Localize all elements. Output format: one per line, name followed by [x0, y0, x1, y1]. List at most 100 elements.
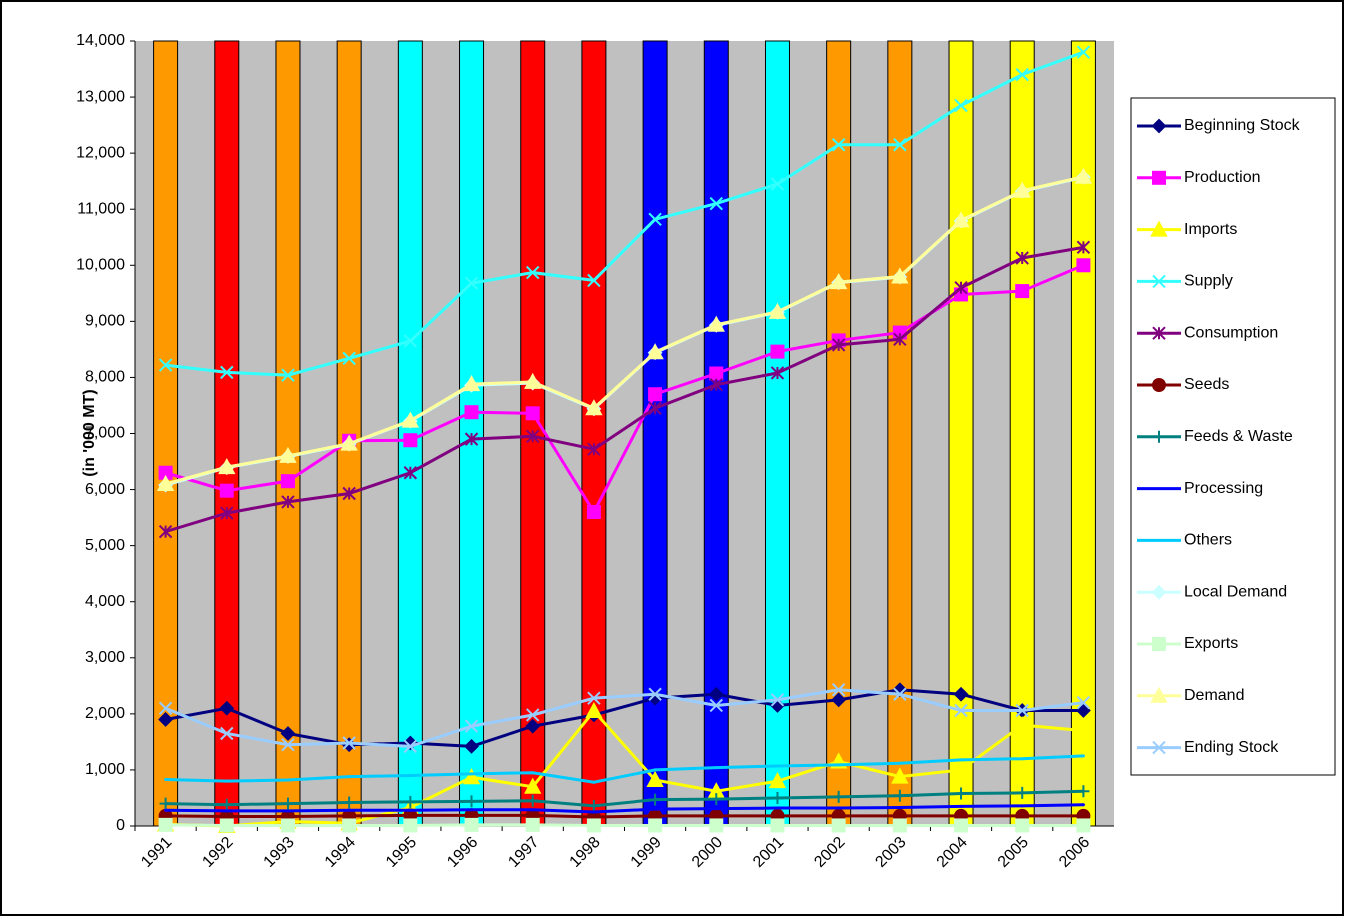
y-tick-label: 11,000	[77, 200, 125, 217]
data-point	[893, 687, 907, 701]
series-line	[165, 789, 1084, 808]
data-point	[952, 211, 970, 228]
data-point	[219, 483, 234, 498]
data-point	[279, 446, 297, 463]
data-point	[1013, 181, 1031, 198]
data-point	[709, 698, 723, 713]
series-line	[165, 688, 1084, 748]
data-point	[709, 818, 724, 833]
data-point	[1015, 818, 1030, 833]
data-point	[952, 760, 970, 777]
y-tick-label: 9,000	[85, 313, 125, 330]
year-band	[642, 40, 668, 827]
data-point	[404, 795, 417, 808]
legend-marker	[1152, 740, 1166, 755]
legend-marker	[1150, 686, 1168, 703]
series-line	[165, 813, 1084, 819]
data-point	[709, 378, 723, 392]
data-point	[401, 411, 420, 428]
data-point	[648, 818, 663, 833]
data-point	[831, 138, 846, 152]
data-point	[158, 701, 173, 715]
data-point	[281, 368, 295, 382]
legend-label: Supply	[1184, 273, 1233, 290]
legend-label: Local Demand	[1184, 583, 1287, 600]
data-point	[954, 281, 968, 295]
series-line	[165, 754, 1084, 784]
data-point	[585, 399, 603, 416]
y-tick-label: 1,000	[85, 761, 125, 778]
data-point	[1015, 703, 1029, 718]
data-point	[343, 796, 356, 809]
data-point	[281, 737, 295, 752]
data-point	[464, 719, 479, 733]
data-point	[709, 196, 723, 211]
data-point	[954, 98, 968, 113]
y-tick-label: 0	[116, 817, 125, 834]
data-point	[218, 458, 236, 475]
data-point	[1013, 715, 1031, 733]
y-tick-label: 10,000	[76, 257, 125, 274]
data-point	[1075, 703, 1091, 718]
data-point	[408, 808, 412, 812]
data-point	[220, 365, 234, 380]
data-point	[1074, 721, 1093, 738]
data-point	[464, 738, 479, 754]
legend-marker	[1152, 170, 1166, 185]
data-point	[464, 276, 479, 290]
data-point	[959, 804, 963, 808]
data-point	[531, 771, 535, 775]
data-point	[281, 495, 295, 509]
data-point	[1015, 251, 1029, 265]
data-point	[831, 338, 846, 352]
data-point	[586, 818, 601, 833]
data-point	[525, 817, 540, 832]
data-point	[770, 344, 785, 359]
data-point	[770, 177, 785, 191]
data-point	[1076, 45, 1091, 59]
data-point	[768, 772, 787, 789]
year-band	[153, 40, 179, 827]
legend-marker	[1152, 378, 1166, 392]
legend-label: Production	[1184, 169, 1261, 186]
data-point	[891, 767, 909, 784]
data-point	[832, 790, 845, 803]
data-point	[403, 466, 418, 480]
data-point	[714, 766, 718, 770]
y-tick-label: 12,000	[76, 144, 125, 161]
data-point	[710, 793, 723, 806]
legend-marker	[1152, 326, 1166, 340]
data-point	[164, 777, 168, 781]
data-point	[707, 315, 725, 332]
legend-label: Beginning Stock	[1184, 117, 1301, 134]
data-point	[470, 772, 474, 776]
data-point	[464, 817, 479, 832]
data-point	[225, 779, 229, 783]
data-point	[587, 691, 601, 705]
data-point	[587, 273, 601, 288]
data-point	[770, 366, 785, 380]
data-point	[280, 818, 295, 833]
data-point	[587, 799, 600, 812]
data-point	[770, 818, 785, 833]
year-band	[764, 40, 790, 827]
data-point	[526, 708, 540, 722]
data-point	[220, 798, 233, 811]
data-point	[342, 818, 357, 833]
data-point	[592, 810, 596, 814]
legend-label: Consumption	[1184, 324, 1278, 341]
legend-label: Seeds	[1184, 376, 1229, 393]
data-point	[158, 358, 173, 372]
legend-marker	[1152, 637, 1166, 651]
data-point	[524, 372, 542, 389]
y-tick-label: 2,000	[85, 705, 125, 722]
data-point	[648, 212, 662, 227]
data-point	[653, 768, 657, 772]
data-point	[586, 505, 601, 519]
legend-label: Demand	[1184, 687, 1244, 704]
y-tick-label: 6,000	[85, 481, 125, 498]
y-tick-label: 14,000	[76, 32, 125, 49]
data-point	[649, 793, 662, 806]
series-line	[165, 245, 1084, 534]
